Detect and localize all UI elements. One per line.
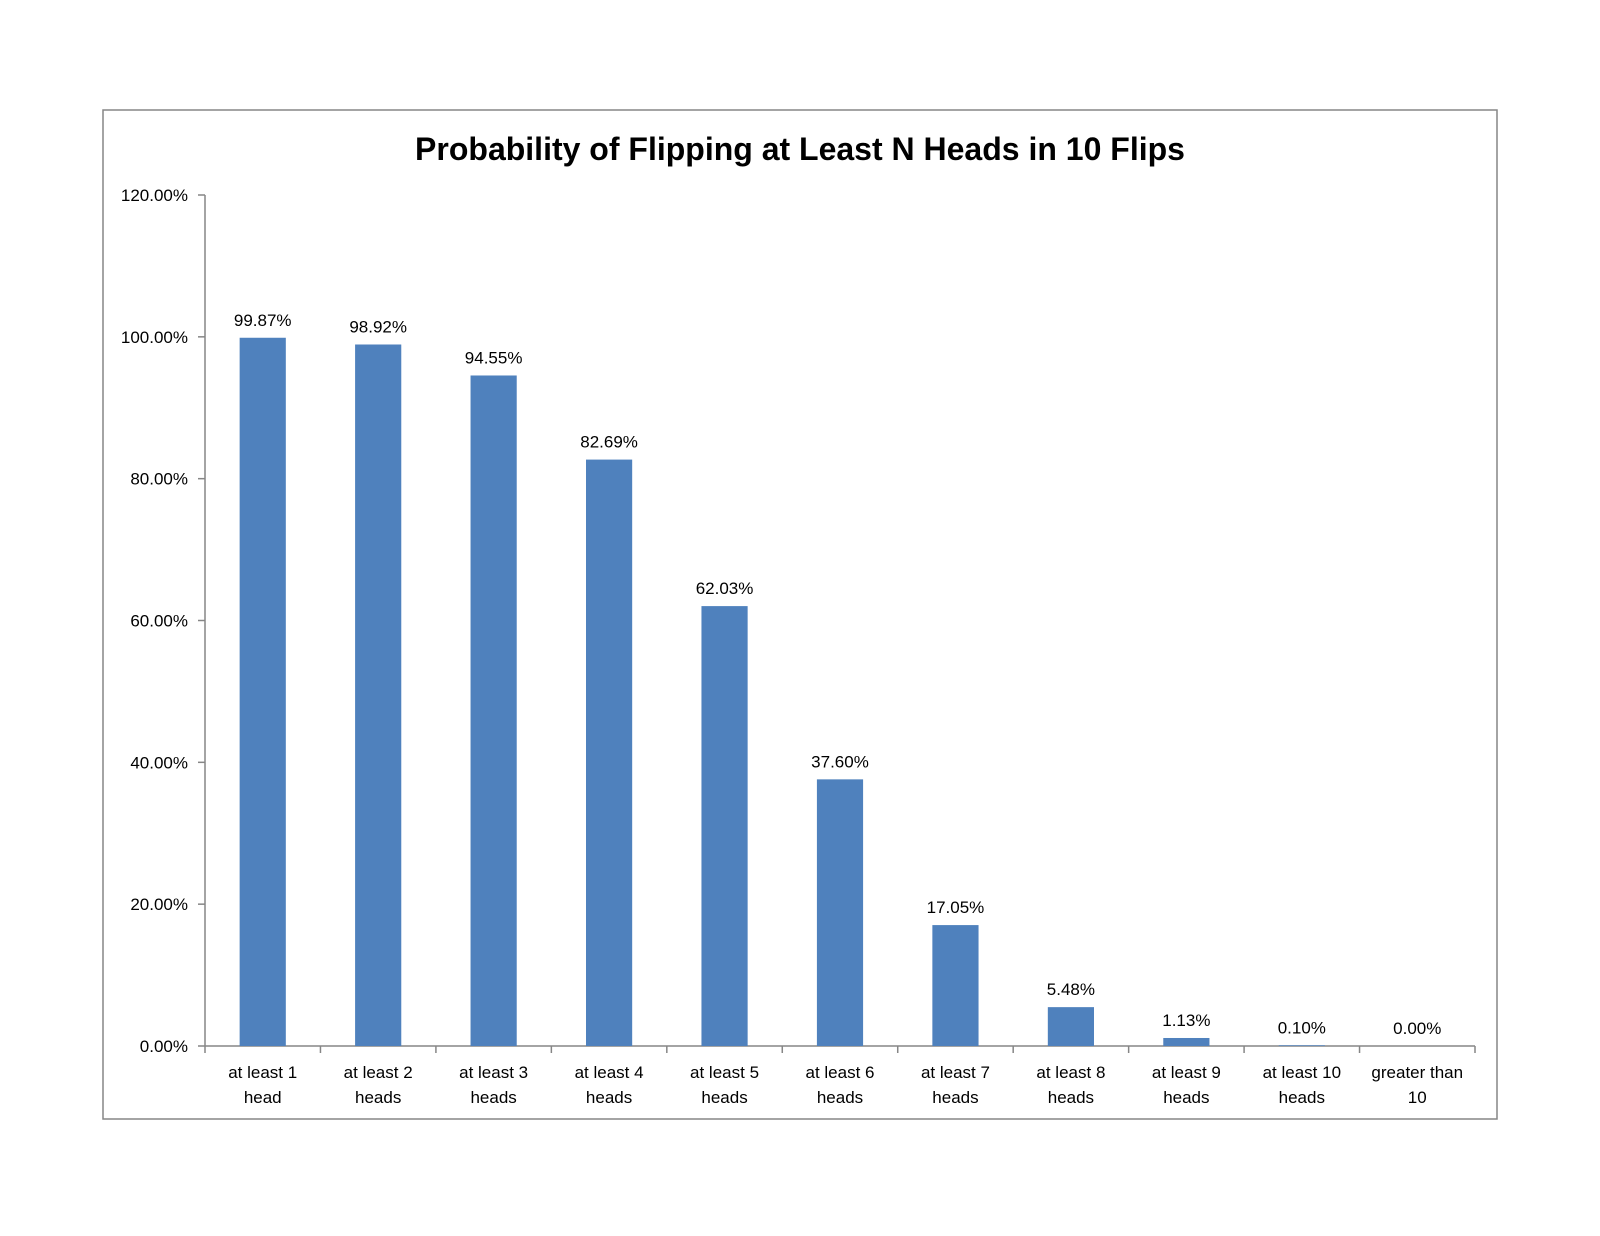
- data-label: 5.48%: [1047, 980, 1095, 999]
- data-label: 37.60%: [811, 752, 869, 771]
- category-labels: at least 1 head at least 2 heads at least 3 h…: [228, 1063, 1463, 1107]
- x-category-label: heads: [932, 1088, 978, 1107]
- x-category-label: at least 4: [575, 1063, 644, 1082]
- bar-series: [239, 337, 1325, 1047]
- data-label: 99.87%: [234, 311, 292, 330]
- bar: [586, 459, 633, 1046]
- y-tick-label: 100.00%: [121, 328, 188, 347]
- y-axis: 0.00% 20.00% 40.00% 60.00% 80.00% 100.00% 120.…: [121, 186, 206, 1056]
- x-category-label: at least 1: [228, 1063, 297, 1082]
- y-tick-label: 80.00%: [130, 470, 188, 489]
- x-category-label: head: [244, 1088, 282, 1107]
- x-category-label: at least 6: [806, 1063, 875, 1082]
- data-label: 94.55%: [465, 348, 523, 367]
- x-category-label: heads: [1279, 1088, 1325, 1107]
- y-tick-label: 20.00%: [130, 895, 188, 914]
- x-category-label: at least 3: [459, 1063, 528, 1082]
- x-category-label: at least 2: [344, 1063, 413, 1082]
- x-category-label: heads: [470, 1088, 516, 1107]
- chart-area-border: [102, 109, 1498, 1120]
- bar: [355, 344, 402, 1047]
- x-category-label: at least 9: [1152, 1063, 1221, 1082]
- x-category-label: heads: [817, 1088, 863, 1107]
- x-category-label: heads: [1048, 1088, 1094, 1107]
- x-category-label: at least 8: [1036, 1063, 1105, 1082]
- data-label: 0.10%: [1278, 1018, 1326, 1037]
- bar: [1278, 1045, 1325, 1046]
- y-tick-label: 40.00%: [130, 753, 188, 772]
- y-tick-label: 0.00%: [140, 1037, 188, 1056]
- bar: [701, 606, 748, 1046]
- bar: [932, 925, 979, 1046]
- data-label: 62.03%: [696, 579, 754, 598]
- data-label: 98.92%: [349, 317, 407, 336]
- data-labels: 99.87% 98.92% 94.55% 82.69% 62.03% 37.60% 17.0…: [234, 311, 1441, 1038]
- data-label: 1.13%: [1162, 1011, 1210, 1030]
- x-category-label: heads: [586, 1088, 632, 1107]
- bar: [470, 375, 517, 1046]
- x-category-label: heads: [1163, 1088, 1209, 1107]
- data-label: 82.69%: [580, 433, 638, 452]
- bar: [239, 337, 286, 1046]
- x-category-label: 10: [1408, 1088, 1427, 1107]
- bar: [1047, 1007, 1094, 1046]
- bar: [1163, 1037, 1210, 1046]
- x-category-label: at least 5: [690, 1063, 759, 1082]
- data-label: 0.00%: [1393, 1019, 1441, 1038]
- data-label: 17.05%: [927, 898, 985, 917]
- chart-title: Probability of Flipping at Least N Heads…: [415, 131, 1185, 167]
- x-category-label: at least 10: [1263, 1063, 1341, 1082]
- x-category-label: at least 7: [921, 1063, 990, 1082]
- x-category-label: heads: [355, 1088, 401, 1107]
- bar: [816, 779, 864, 1046]
- y-tick-label: 120.00%: [121, 186, 188, 205]
- y-tick-label: 60.00%: [130, 612, 188, 631]
- x-category-label: greater than: [1371, 1063, 1463, 1082]
- x-category-label: heads: [701, 1088, 747, 1107]
